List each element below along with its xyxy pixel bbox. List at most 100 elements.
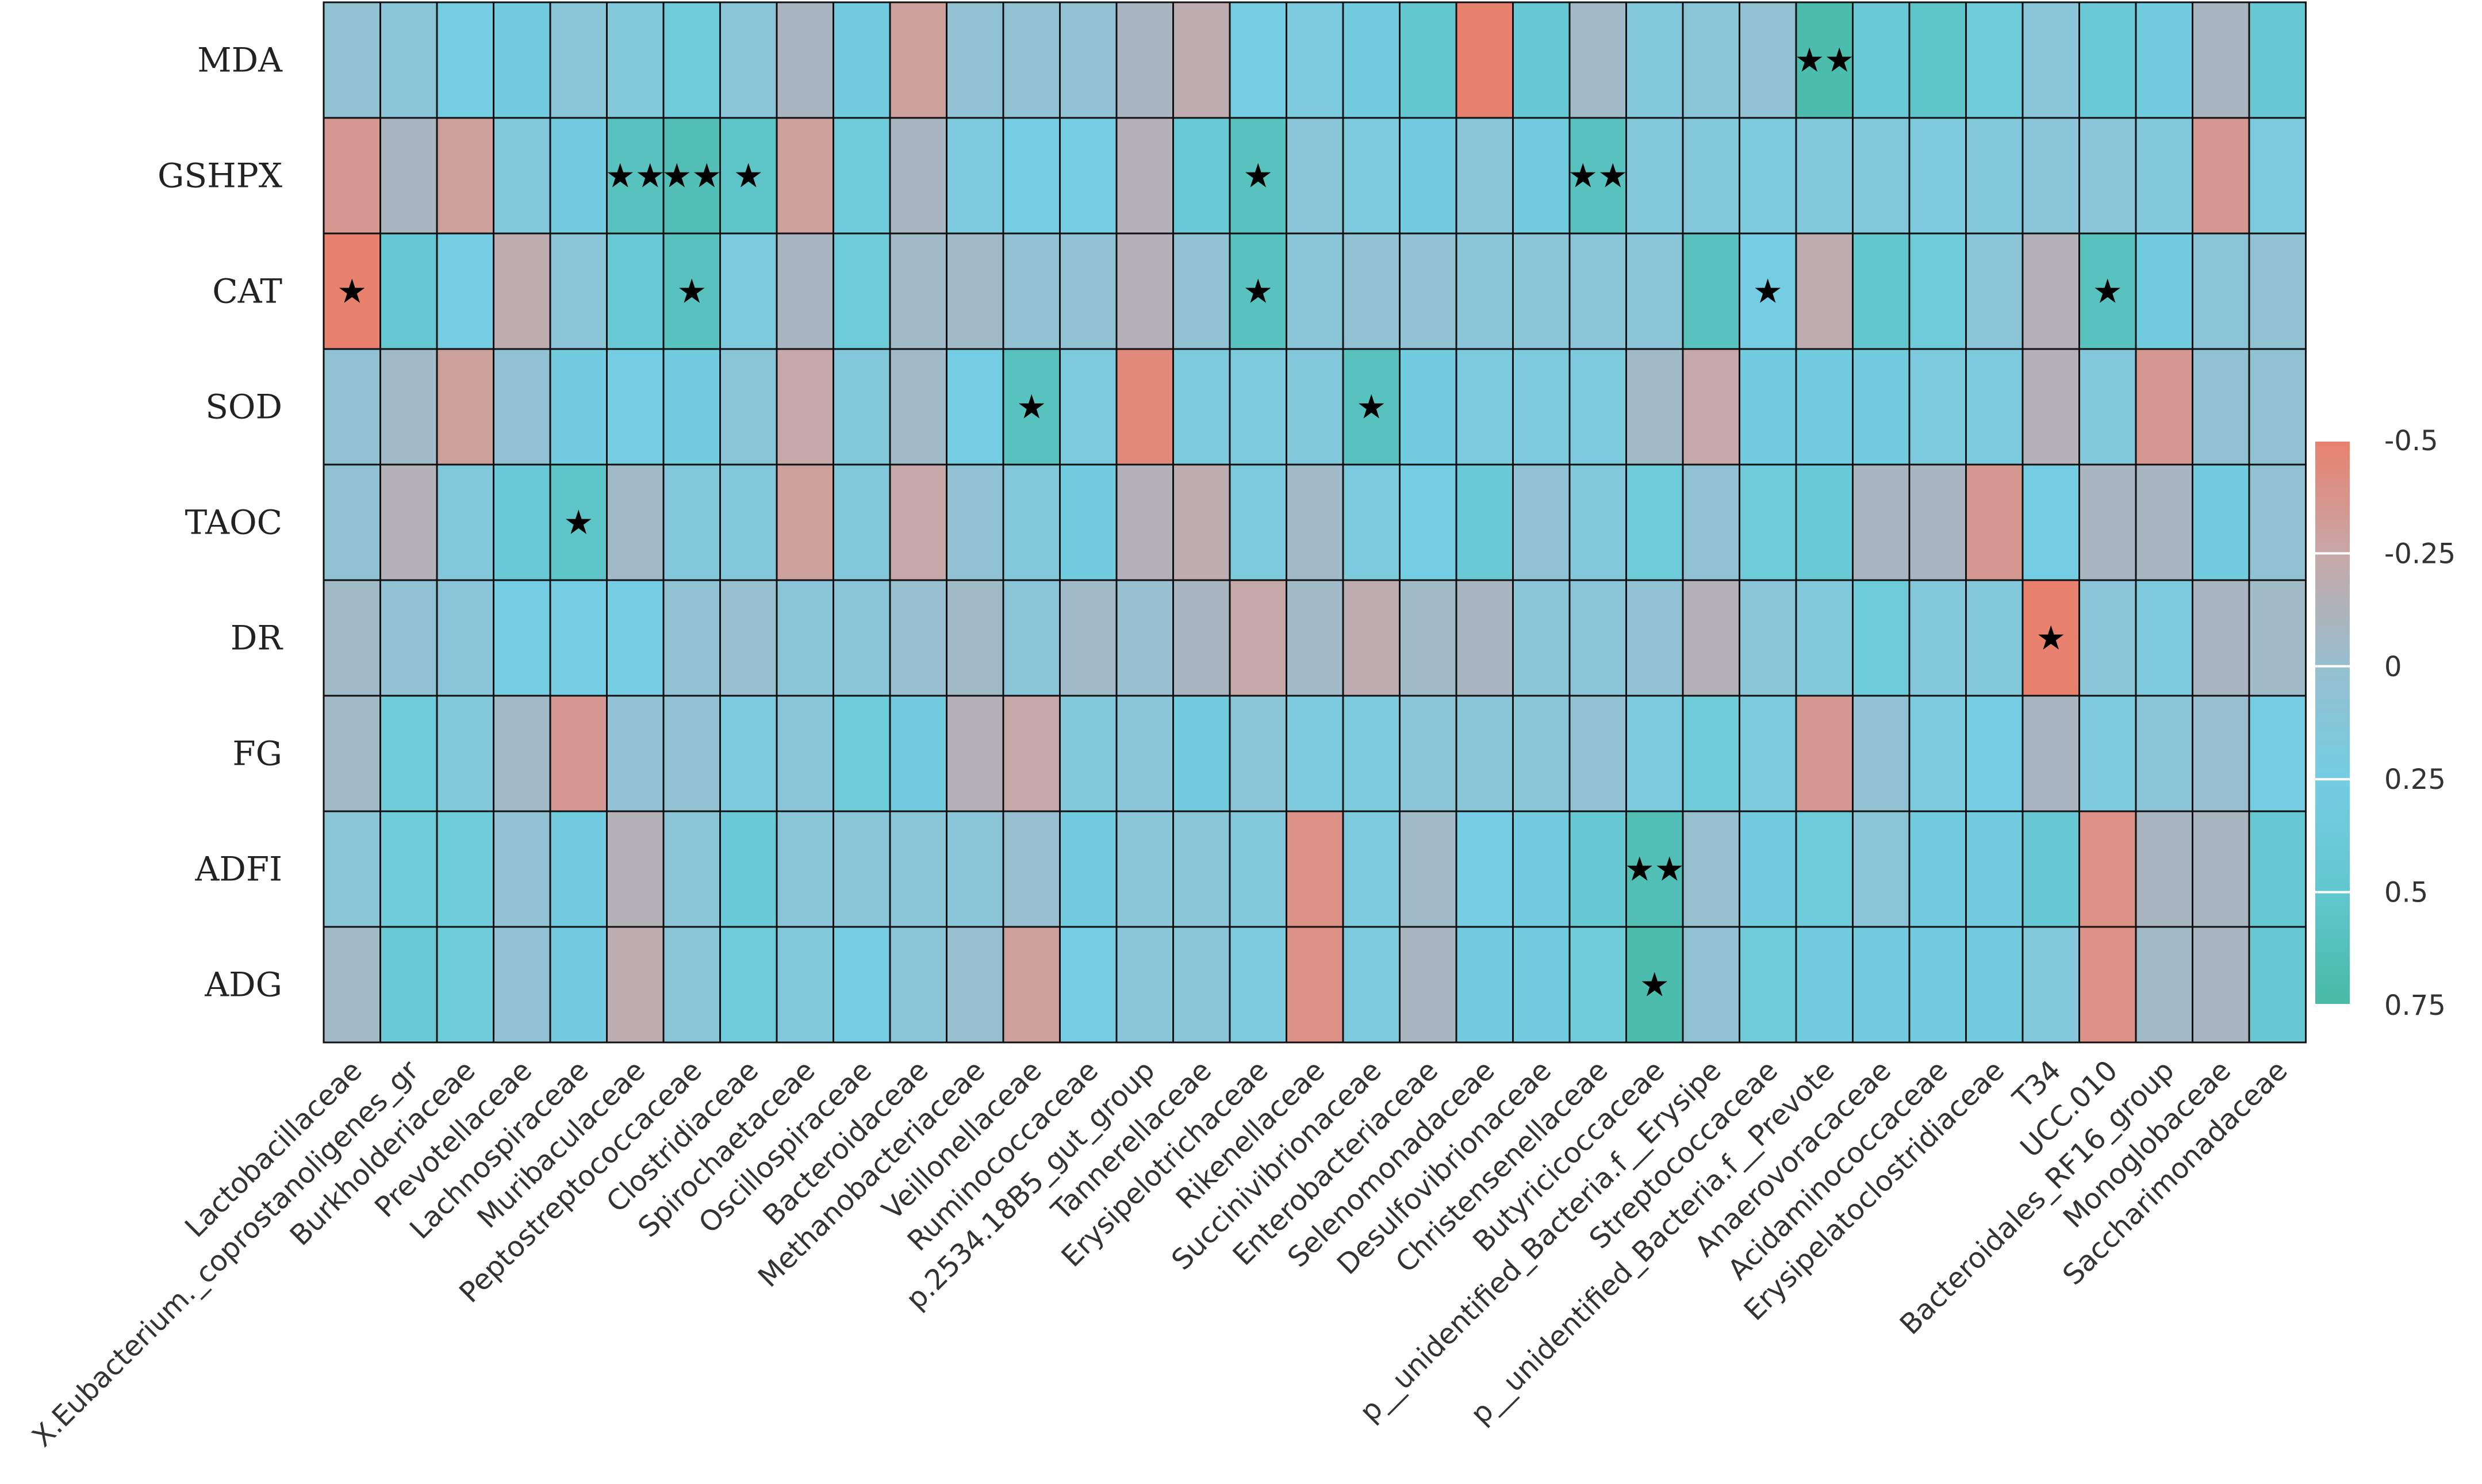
heatmap-cell (606, 926, 665, 1044)
heatmap-cell (2248, 117, 2307, 235)
significance-star: ★★ (1794, 41, 1854, 80)
heatmap-cell (1059, 926, 1118, 1044)
heatmap-cell (436, 810, 494, 928)
heatmap-cell (1852, 463, 1911, 581)
heatmap-cell (1172, 579, 1231, 697)
heatmap-cell (719, 579, 778, 697)
heatmap-cell (1172, 926, 1231, 1044)
heatmap-cell (436, 463, 494, 581)
heatmap-cell (1002, 810, 1061, 928)
significance-star: ★★ (1625, 850, 1685, 889)
heatmap-cell (1682, 926, 1740, 1044)
heatmap-cell (2192, 1, 2250, 119)
heatmap-cell (1002, 926, 1061, 1044)
heatmap-cell (1115, 695, 1174, 812)
heatmap-cell (833, 232, 891, 350)
row-label: DR (231, 619, 284, 658)
heatmap-cell (1739, 1, 1797, 119)
heatmap-cell (1342, 463, 1401, 581)
heatmap-cell (833, 117, 891, 235)
heatmap-cell (436, 348, 494, 466)
heatmap-cell (493, 232, 551, 350)
column-labels: LactobacillaceaeX.Eubacterium._coprostan… (26, 1054, 2294, 1454)
heatmap-cell (1568, 579, 1627, 697)
heatmap-cell (1286, 348, 1344, 466)
heatmap-cell (1002, 695, 1061, 812)
heatmap-cell (1512, 232, 1571, 350)
heatmap-cell (2192, 579, 2250, 697)
heatmap-cell (1965, 232, 2024, 350)
heatmap-cell (1286, 579, 1344, 697)
heatmap-cell (549, 1, 608, 119)
heatmap-cell (1739, 926, 1797, 1044)
heatmap-cell (2192, 232, 2250, 350)
heatmap-cell (436, 232, 494, 350)
heatmap-cell (662, 810, 721, 928)
heatmap-cell (1795, 926, 1854, 1044)
heatmap-cell (1342, 348, 1401, 466)
heatmap-cell (1965, 695, 2024, 812)
heatmap-cell (379, 463, 438, 581)
heatmap-cell (1795, 579, 1854, 697)
heatmap-cell (1682, 1, 1740, 119)
heatmap-cell (493, 926, 551, 1044)
heatmap-cell (946, 810, 1004, 928)
heatmap-cell (1568, 232, 1627, 350)
heatmap-cell (1908, 348, 1967, 466)
heatmap-cell (1059, 810, 1118, 928)
heatmap-cell (1455, 579, 1514, 697)
heatmap-cell (946, 232, 1004, 350)
heatmap-cell (662, 926, 721, 1044)
heatmap-cell (1172, 810, 1231, 928)
heatmap-cell (606, 463, 665, 581)
heatmap-cell (1229, 810, 1287, 928)
heatmap-cell (662, 117, 721, 235)
heatmap-cell (1965, 810, 2024, 928)
heatmap-cell (606, 232, 665, 350)
heatmap-cell (1115, 810, 1174, 928)
heatmap-cell (1172, 463, 1231, 581)
heatmap-cell (379, 348, 438, 466)
heatmap-cell (662, 232, 721, 350)
colorbar-tick-label: 0.25 (2384, 764, 2446, 796)
heatmap-cell (719, 695, 778, 812)
heatmap-cell (1399, 695, 1457, 812)
heatmap-cell (889, 117, 947, 235)
heatmap-cell (1455, 810, 1514, 928)
heatmap-cell (1908, 463, 1967, 581)
heatmap-cell (493, 117, 551, 235)
heatmap-cell (323, 348, 381, 466)
heatmap-cell (1908, 810, 1967, 928)
heatmap-cell (2248, 1, 2307, 119)
heatmap-cell (1115, 463, 1174, 581)
heatmap-cell (1286, 926, 1344, 1044)
heatmap-cell (1059, 463, 1118, 581)
heatmap-cell (719, 1, 778, 119)
significance-star: ★ (2093, 272, 2123, 311)
heatmap-cell (1342, 926, 1401, 1044)
heatmap-cell (549, 232, 608, 350)
heatmap-cell (1625, 463, 1684, 581)
heatmap-cell (2192, 926, 2250, 1044)
heatmap-cell (1512, 810, 1571, 928)
heatmap-cell (1512, 695, 1571, 812)
heatmap-cell (776, 1, 834, 119)
heatmap-cell (2135, 232, 2193, 350)
heatmap-cell (889, 232, 947, 350)
heatmap-cell (1455, 1, 1514, 119)
heatmap-cell (1965, 926, 2024, 1044)
heatmap-cell (1852, 695, 1911, 812)
heatmap-cell (1908, 1, 1967, 119)
heatmap-cell (1852, 348, 1911, 466)
colorbar-tick-label: -0.25 (2384, 538, 2456, 570)
heatmap-cell (776, 810, 834, 928)
heatmap-cell (2021, 1, 2080, 119)
heatmap-cell (1002, 117, 1061, 235)
heatmap-cell (889, 926, 947, 1044)
heatmap-cell (1739, 117, 1797, 235)
row-label: CAT (212, 272, 282, 311)
heatmap-cell (1229, 1, 1287, 119)
heatmap-cell (776, 695, 834, 812)
heatmap-cell (946, 695, 1004, 812)
heatmap-cell (1399, 348, 1457, 466)
